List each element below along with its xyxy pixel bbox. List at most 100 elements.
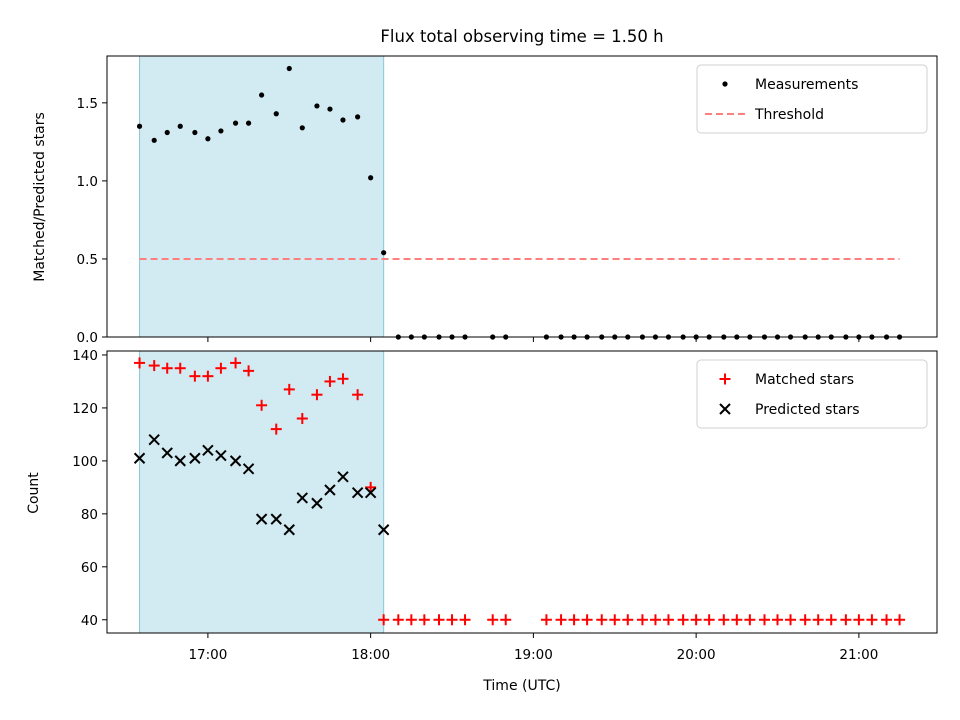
matched-star-marker — [744, 614, 756, 626]
matched-star-marker — [609, 614, 621, 626]
matched-star-marker — [243, 365, 255, 377]
measurement-point — [205, 136, 211, 142]
matched-star-marker — [487, 614, 499, 626]
highlight-span — [139, 55, 385, 338]
matched-star-marker — [337, 373, 349, 385]
matched-star-marker — [352, 389, 364, 401]
predicted-star-marker — [161, 447, 173, 459]
measurement-point — [286, 65, 292, 72]
legend-label: Predicted stars — [755, 402, 860, 418]
matched-star-marker — [500, 614, 512, 626]
observing-window-span — [139, 350, 385, 634]
matched-star-marker — [459, 614, 471, 626]
predicted-star-marker — [255, 513, 268, 525]
predicted-stars-series — [133, 433, 390, 536]
ratio-axes-frame — [106, 55, 938, 338]
predicted-star-marker — [202, 444, 214, 457]
ratio-y-axis-label: Matched/Predicted stars — [32, 112, 48, 282]
matched-star-marker — [568, 614, 580, 626]
matched-star-marker — [703, 614, 715, 626]
measurement-point — [314, 103, 320, 109]
y-tick-label: 0.0 — [77, 330, 98, 346]
measurement-point — [136, 123, 143, 129]
matched-star-marker — [202, 370, 214, 382]
matched-star-marker — [772, 614, 784, 626]
legend-box — [696, 359, 928, 429]
matched-star-marker — [189, 370, 201, 382]
predicted-star-marker — [364, 486, 377, 499]
predicted-star-marker — [215, 449, 227, 462]
predicted-star-marker — [148, 433, 160, 446]
y-tick-label: 0.5 — [77, 252, 98, 268]
predicted-star-marker — [324, 484, 336, 496]
legend-dot-marker — [722, 81, 728, 87]
legend-label: Matched stars — [755, 372, 854, 388]
predicted-star-marker — [189, 452, 201, 464]
predicted-star-marker — [377, 524, 390, 536]
predicted-star-marker — [296, 492, 309, 504]
predicted-star-marker — [242, 463, 255, 475]
legend-box — [696, 64, 928, 134]
matched-star-marker — [662, 614, 674, 626]
measurement-point — [151, 137, 157, 143]
count-axes-frame — [106, 350, 938, 634]
matched-star-marker — [256, 399, 268, 411]
matched-star-marker — [230, 357, 242, 369]
predicted-star-marker — [229, 455, 242, 467]
ratio-y-ticks: 0.0 0.5 1.0 1.5 — [77, 96, 107, 346]
matched-star-marker — [555, 614, 567, 626]
measurement-point — [327, 106, 333, 112]
ratio-legend: Measurements Threshold — [696, 64, 928, 134]
matched-star-marker — [866, 614, 878, 626]
highlight-span — [139, 350, 385, 634]
measurement-point — [355, 114, 361, 120]
y-tick-label: 1.5 — [77, 96, 98, 112]
measurement-point — [177, 123, 183, 129]
matched-star-marker — [785, 614, 797, 626]
matched-star-marker — [378, 614, 390, 626]
matched-star-marker — [365, 481, 377, 493]
matched-star-marker — [596, 614, 608, 626]
measurement-point — [299, 125, 305, 131]
matched-star-marker — [853, 614, 865, 626]
matched-star-marker — [894, 614, 906, 626]
legend-entry: Threshold — [705, 107, 824, 123]
x-axis-label: Time (UTC) — [482, 678, 560, 694]
count-legend: Matched stars Predicted stars — [696, 359, 928, 429]
legend-plus-marker — [719, 373, 731, 385]
matched-star-marker — [270, 423, 282, 435]
x-tick-label: 19:00 — [514, 647, 553, 663]
legend-entry: Predicted stars — [719, 402, 860, 418]
ratio-x-ticks — [207, 337, 860, 342]
legend-label: Measurements — [755, 77, 858, 93]
y-tick-label: 1.0 — [77, 174, 98, 190]
matched-star-marker — [134, 357, 146, 369]
matched-star-marker — [174, 362, 186, 374]
matched-star-marker — [622, 614, 634, 626]
measurement-point — [381, 250, 387, 256]
matched-star-marker — [731, 614, 743, 626]
matched-star-marker — [649, 614, 661, 626]
matched-star-marker — [283, 383, 295, 395]
x-tick-label: 18:00 — [351, 647, 390, 663]
x-tick-label: 17:00 — [188, 647, 227, 663]
y-tick-label: 140 — [72, 348, 98, 364]
legend-x-marker — [719, 403, 731, 415]
matched-star-marker — [405, 614, 417, 626]
count-y-ticks: 40 60 80 100 120 140 — [72, 348, 107, 629]
measurement-point — [232, 120, 239, 126]
matched-star-marker — [433, 614, 445, 626]
matched-star-marker — [215, 362, 227, 374]
y-tick-label: 80 — [81, 507, 98, 523]
legend-entry: Matched stars — [719, 372, 854, 388]
matched-star-marker — [881, 614, 893, 626]
predicted-star-marker — [283, 524, 295, 536]
matched-star-marker — [840, 614, 852, 626]
matched-star-marker — [758, 614, 770, 626]
matched-star-marker — [636, 614, 648, 626]
measurement-point — [192, 129, 198, 136]
predicted-star-marker — [311, 497, 323, 509]
chart-title: Flux total observing time = 1.50 h — [380, 27, 663, 46]
y-tick-label: 60 — [81, 560, 98, 576]
